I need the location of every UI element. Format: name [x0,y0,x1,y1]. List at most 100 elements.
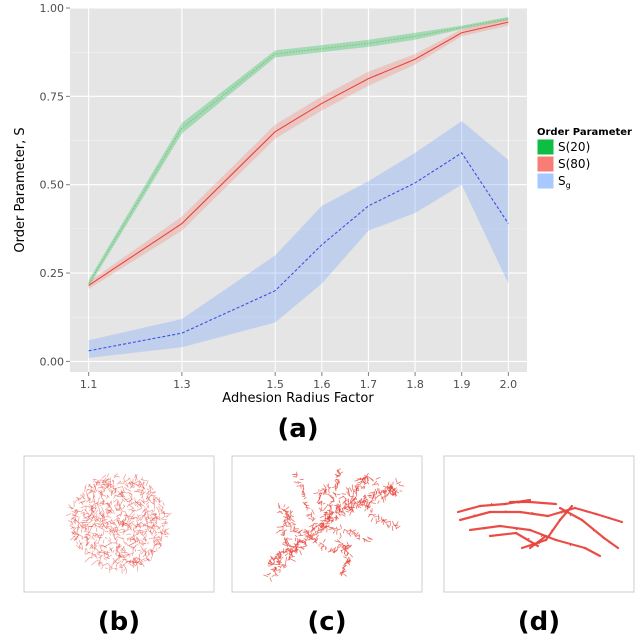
cell-segment [281,563,287,566]
cell-segment [364,475,367,479]
cell-segment [151,550,156,554]
cell-segment [376,520,381,523]
cell-segment [368,492,373,494]
cell-segment [93,507,97,513]
legend-key-2 [536,155,555,173]
cell-segment [120,528,125,531]
cell-segment [283,516,289,519]
cell-segment [137,514,139,519]
cell-segment [268,559,271,564]
cell-segment [368,500,374,504]
cell-segment [153,542,158,547]
cell-segment [80,512,86,514]
cell-segment [98,523,103,529]
cell-segment [124,513,129,519]
cell-segment [356,483,361,486]
cell-segment [324,505,328,510]
cell-segment [137,483,142,486]
cell-segment [327,504,331,507]
cell-segment [87,527,90,532]
cell-segment [113,473,118,479]
cell-segment [107,542,113,545]
cell-segment [81,544,83,550]
cell-segment [360,498,363,504]
cell-segment [313,537,317,542]
cell-segment [113,487,117,491]
cell-segment [94,483,96,490]
cell-segment [328,509,331,515]
cell-segment [373,515,378,518]
cell-segment [116,509,121,512]
cell-segment [116,519,121,522]
cell-segment [385,520,392,523]
cell-segment [75,544,81,550]
cell-segment [347,501,350,507]
cell-segment [103,483,109,486]
cell-segment [277,552,281,558]
cell-segment [281,524,287,528]
cell-segment [303,538,307,541]
cell-segment [289,530,296,532]
cell-segment [328,526,334,529]
x-tick-label: 1.9 [453,378,471,391]
cell-segment [118,520,122,523]
cell-segment [368,538,373,540]
cell-segment [115,557,119,561]
cell-segment [138,557,143,563]
cell-segment [336,480,339,486]
cell-segment [123,478,126,482]
cell-segment [276,511,282,513]
cell-segment [344,506,347,510]
cell-segment [73,510,77,512]
cell-segment [95,481,99,486]
cell-segment [135,483,140,489]
cell-segment [92,510,95,515]
cell-segment [154,513,158,519]
cell-segment [359,503,364,507]
cell-segment [284,552,289,557]
cell-segment [161,528,164,534]
cell-segment [344,546,348,552]
cell-segment [155,518,158,524]
line-series-1 [88,18,509,284]
cord-segment [490,502,494,506]
cell-segment [339,571,345,575]
cell-segment [115,533,121,536]
cell-segment [88,489,94,494]
cell-segment [132,547,134,553]
cell-segment [149,491,151,495]
cell-segment [141,484,146,490]
cell-segment [340,571,343,577]
cell-segment [157,499,161,504]
cell-segment [304,535,309,538]
cell-segment [367,513,372,518]
cell-segment [85,531,92,534]
cell-segment [166,512,172,518]
cell-segment [280,534,285,537]
cell-segment [307,536,313,539]
cell-segment [308,533,313,538]
cell-segment [117,500,121,505]
cell-segment [363,495,366,499]
cell-segment [370,502,376,504]
cell-segment [106,479,110,481]
cell-segment [118,536,124,540]
cell-segment [344,545,347,548]
cell-segment [162,502,165,506]
cell-segment [80,505,87,508]
cell-segment [137,549,142,552]
cell-segment [101,533,104,536]
cell-segment [100,493,107,497]
cell-segment [136,565,139,572]
cell-segment [141,525,144,527]
cell-segment [98,497,101,500]
cell-segment [79,546,83,550]
panel-d-frame [443,455,635,593]
cell-segment [104,551,110,553]
cord-segment [532,541,535,545]
cell-segment [89,510,94,517]
cell-segment [102,521,107,524]
cell-segment [65,513,72,516]
cell-segment [283,537,287,542]
cell-segment [294,543,297,548]
